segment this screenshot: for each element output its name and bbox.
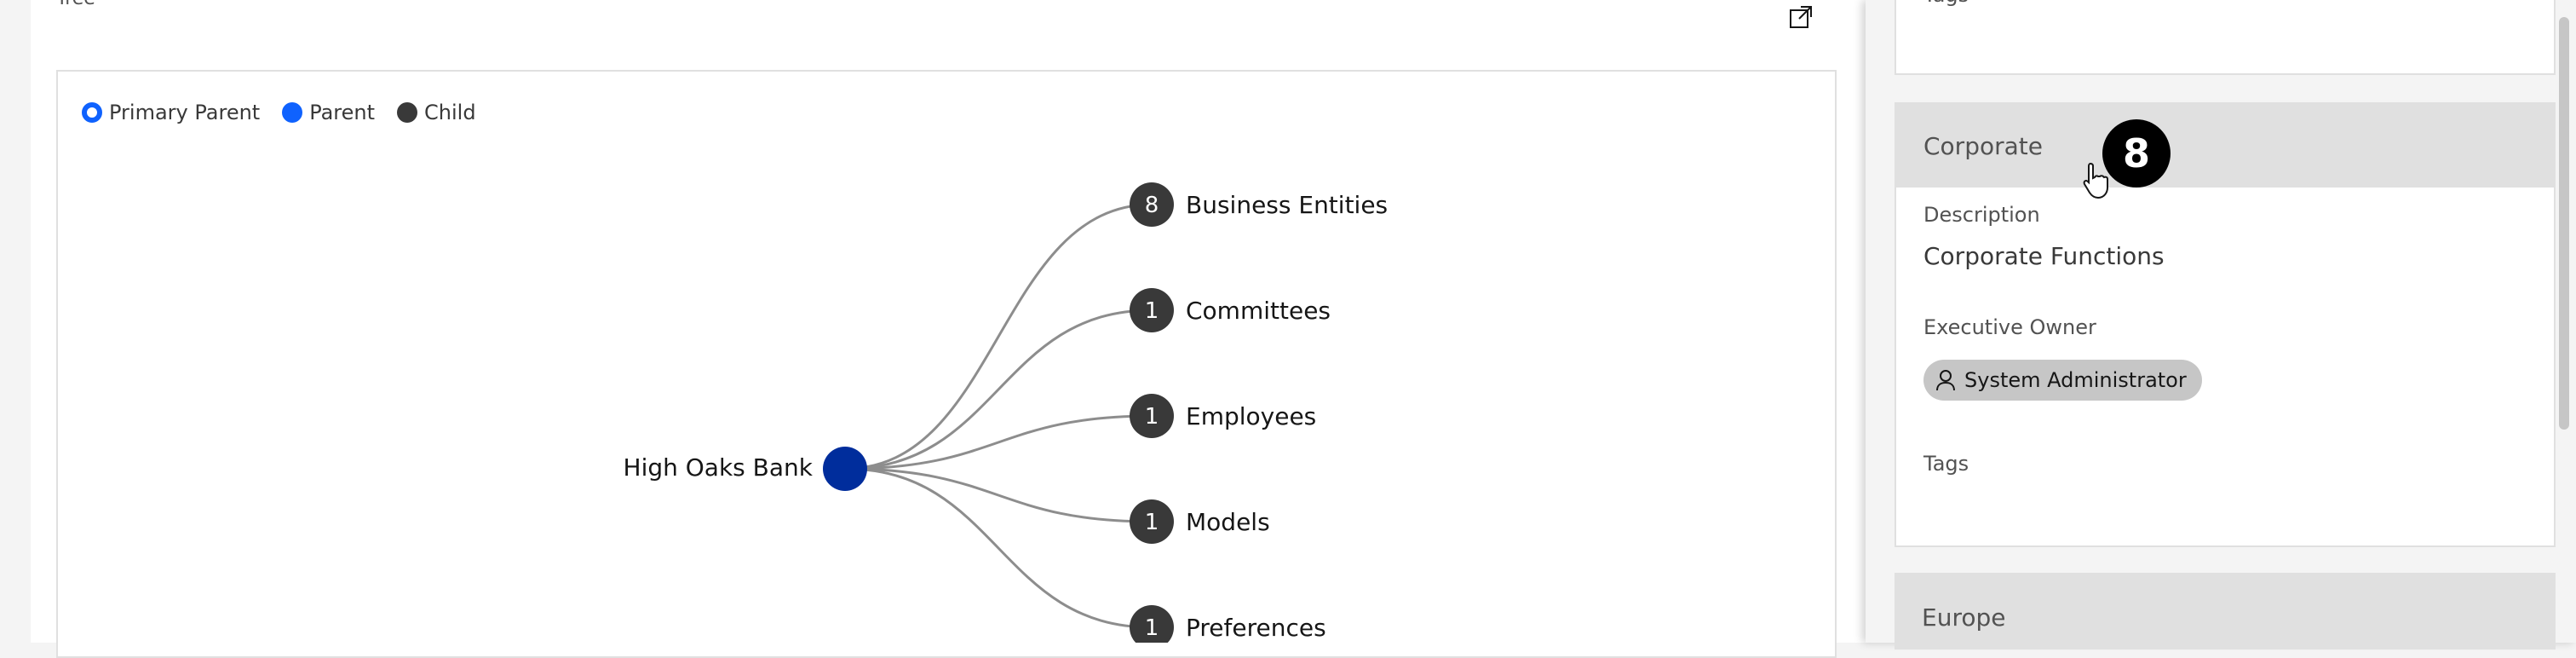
child-dot-icon [397, 102, 418, 123]
child-node-count: 1 [1145, 404, 1159, 430]
executive-owner-tag[interactable]: System Administrator [1923, 360, 2202, 401]
parent-dot-icon [282, 102, 303, 123]
child-node-label[interactable]: Preferences [1186, 614, 1326, 642]
previous-card-tags-label: Tags [1923, 0, 1969, 7]
child-node-count: 1 [1145, 510, 1159, 535]
europe-card-title: Europe [1922, 603, 2006, 632]
tree-child-node[interactable]: 1 Employees [1130, 394, 1316, 438]
corporate-card: Corporate Description Corporate Function… [1895, 102, 2556, 547]
tree-link [844, 467, 1153, 523]
child-node-count: 8 [1145, 193, 1159, 218]
executive-owner-value: System Administrator [1964, 368, 2187, 392]
tree-link [844, 203, 1153, 470]
child-node-circle[interactable] [1130, 605, 1174, 643]
legend: Primary Parent Parent Child [82, 101, 476, 124]
root-node[interactable] [823, 447, 867, 491]
child-node-count: 1 [1145, 298, 1159, 324]
child-node-label[interactable]: Committees [1186, 297, 1331, 325]
corporate-card-header[interactable]: Corporate [1896, 104, 2554, 188]
tree-child-node[interactable]: 1 Preferences [1130, 605, 1326, 643]
legend-primary-parent-label: Primary Parent [109, 101, 261, 124]
legend-child-label: Child [424, 101, 476, 124]
step-badge: 8 [2102, 119, 2171, 188]
description-value: Corporate Functions [1923, 242, 2165, 270]
child-node-circle[interactable] [1130, 182, 1174, 227]
launch-icon[interactable] [1787, 3, 1814, 31]
tree-link [844, 467, 1153, 629]
hand-cursor-icon [2083, 162, 2108, 199]
child-node-circle[interactable] [1130, 394, 1174, 438]
legend-parent: Parent [282, 101, 375, 124]
corporate-card-title: Corporate [1923, 131, 2043, 160]
legend-parent-label: Parent [309, 101, 376, 124]
child-node-count: 1 [1145, 615, 1159, 641]
tree-link [844, 309, 1153, 470]
primary-parent-dot-icon [82, 102, 102, 123]
tree-link [844, 414, 1153, 470]
panel-title: Tree [56, 0, 95, 9]
child-node-circle[interactable] [1130, 288, 1174, 332]
details-side-panel: Tags Corporate Description Corporate Fun… [1866, 0, 2576, 649]
previous-card: Tags [1895, 0, 2556, 75]
description-label: Description [1923, 203, 2040, 227]
child-node-circle[interactable] [1130, 499, 1174, 544]
tree-child-node[interactable]: 1 Committees [1130, 288, 1331, 332]
child-node-label[interactable]: Employees [1186, 402, 1316, 430]
child-node-label[interactable]: Business Entities [1186, 191, 1388, 219]
tree-canvas[interactable] [56, 70, 1837, 658]
tree-child-node[interactable]: 8 Business Entities [1130, 182, 1388, 227]
executive-owner-label: Executive Owner [1923, 315, 2096, 339]
tree-child-node[interactable]: 1 Models [1130, 499, 1270, 544]
legend-primary-parent: Primary Parent [82, 101, 260, 124]
side-panel-scrollbar[interactable] [2559, 17, 2569, 430]
legend-child: Child [397, 101, 476, 124]
user-icon [1936, 370, 1955, 391]
tags-label: Tags [1923, 452, 1969, 476]
child-node-label[interactable]: Models [1186, 508, 1270, 536]
europe-card-header[interactable]: Europe [1895, 573, 2556, 649]
root-node-label[interactable]: High Oaks Bank [623, 453, 813, 482]
